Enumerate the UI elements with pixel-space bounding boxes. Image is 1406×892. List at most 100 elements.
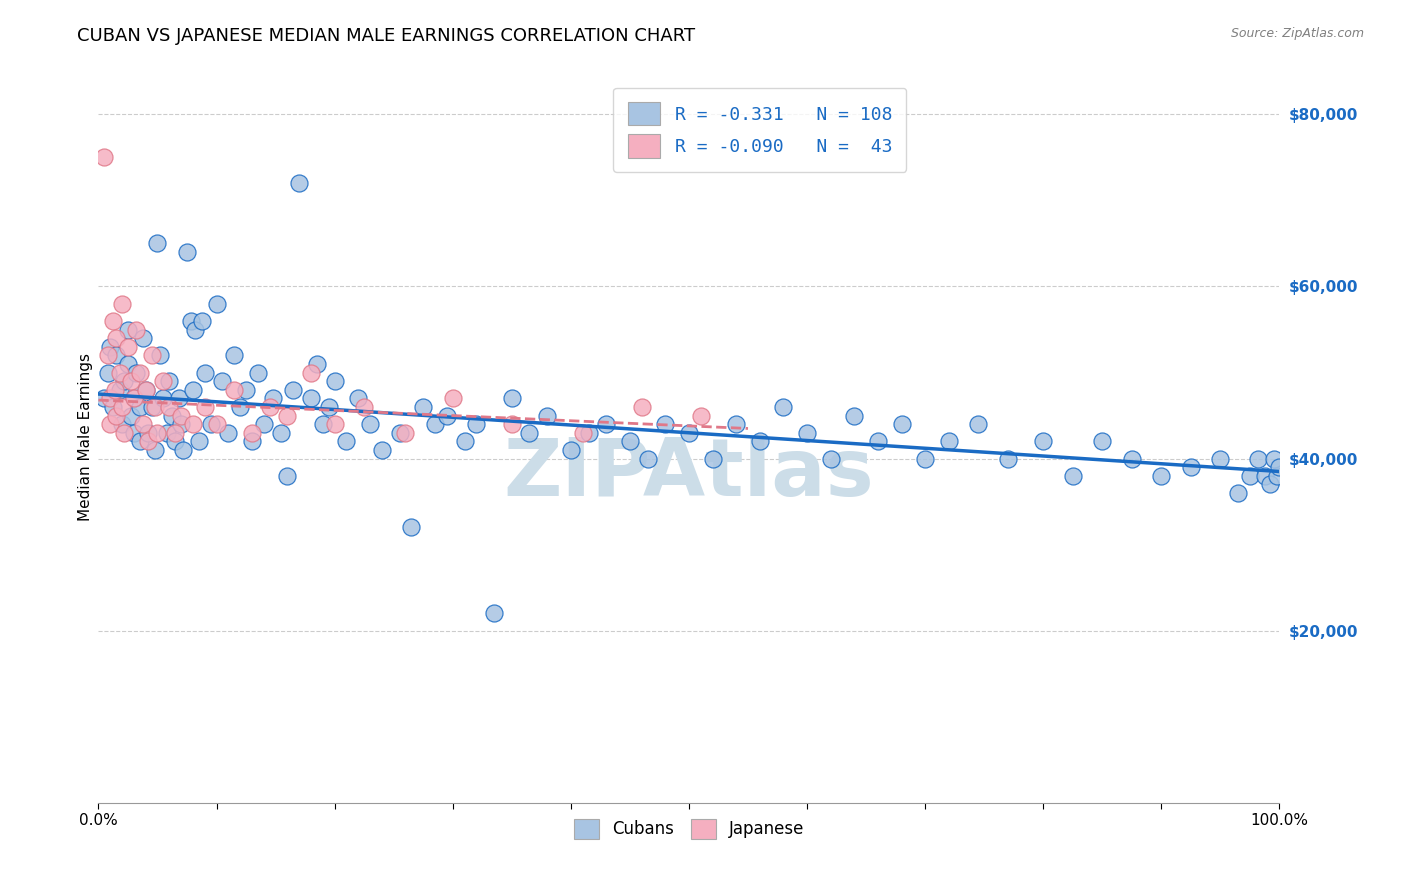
Point bbox=[111, 400, 134, 414]
Point bbox=[194, 400, 217, 414]
Point bbox=[194, 366, 217, 380]
Text: ZIPAtlas: ZIPAtlas bbox=[503, 434, 875, 513]
Point bbox=[135, 383, 157, 397]
Point bbox=[1263, 451, 1285, 466]
Point bbox=[482, 607, 505, 621]
Point bbox=[246, 366, 269, 380]
Point bbox=[465, 417, 488, 432]
Point bbox=[205, 417, 228, 432]
Point bbox=[122, 392, 145, 406]
Point bbox=[1268, 460, 1291, 475]
Point bbox=[436, 409, 458, 423]
Point bbox=[347, 392, 370, 406]
Point bbox=[117, 340, 139, 354]
Point bbox=[135, 383, 157, 397]
Point bbox=[394, 425, 416, 440]
Point bbox=[388, 425, 411, 440]
Point bbox=[128, 400, 150, 414]
Point bbox=[93, 150, 115, 164]
Point bbox=[105, 331, 128, 345]
Point bbox=[184, 322, 207, 336]
Point bbox=[170, 409, 193, 423]
Point bbox=[125, 322, 148, 336]
Point bbox=[167, 392, 190, 406]
Point bbox=[172, 442, 194, 457]
Point bbox=[560, 442, 582, 457]
Point bbox=[229, 400, 252, 414]
Point bbox=[997, 451, 1019, 466]
Point bbox=[1265, 468, 1288, 483]
Point bbox=[1180, 460, 1202, 475]
Point bbox=[1150, 468, 1173, 483]
Point bbox=[299, 392, 322, 406]
Point bbox=[98, 392, 121, 406]
Point bbox=[176, 245, 198, 260]
Point bbox=[157, 374, 180, 388]
Point bbox=[519, 425, 541, 440]
Point bbox=[689, 409, 711, 423]
Point bbox=[359, 417, 381, 432]
Point bbox=[1209, 451, 1232, 466]
Point bbox=[1091, 434, 1114, 449]
Point bbox=[276, 468, 298, 483]
Point bbox=[128, 366, 150, 380]
Point bbox=[217, 425, 239, 440]
Point bbox=[1239, 468, 1261, 483]
Point bbox=[323, 374, 346, 388]
Text: CUBAN VS JAPANESE MEDIAN MALE EARNINGS CORRELATION CHART: CUBAN VS JAPANESE MEDIAN MALE EARNINGS C… bbox=[77, 27, 696, 45]
Point bbox=[143, 442, 166, 457]
Point bbox=[412, 400, 434, 414]
Point bbox=[101, 314, 124, 328]
Point bbox=[323, 417, 346, 432]
Point bbox=[262, 392, 284, 406]
Point bbox=[748, 434, 770, 449]
Point bbox=[205, 296, 228, 310]
Point bbox=[890, 417, 912, 432]
Point bbox=[165, 434, 187, 449]
Point bbox=[1247, 451, 1270, 466]
Point bbox=[98, 417, 121, 432]
Point bbox=[121, 374, 143, 388]
Point bbox=[501, 417, 523, 432]
Point bbox=[211, 374, 233, 388]
Point bbox=[141, 400, 163, 414]
Point bbox=[312, 417, 335, 432]
Point bbox=[143, 400, 166, 414]
Point bbox=[181, 383, 204, 397]
Y-axis label: Median Male Earnings: Median Male Earnings bbox=[77, 353, 93, 521]
Point bbox=[98, 340, 121, 354]
Point bbox=[111, 296, 134, 310]
Point bbox=[270, 425, 292, 440]
Point bbox=[772, 400, 794, 414]
Point bbox=[1121, 451, 1143, 466]
Point bbox=[619, 434, 641, 449]
Point bbox=[654, 417, 676, 432]
Point bbox=[371, 442, 394, 457]
Point bbox=[121, 409, 143, 423]
Point bbox=[1032, 434, 1054, 449]
Point bbox=[132, 331, 155, 345]
Point bbox=[453, 434, 475, 449]
Point bbox=[630, 400, 652, 414]
Point bbox=[501, 392, 523, 406]
Point bbox=[678, 425, 700, 440]
Point bbox=[844, 409, 866, 423]
Point bbox=[149, 348, 172, 362]
Point bbox=[967, 417, 990, 432]
Point bbox=[170, 417, 193, 432]
Point bbox=[235, 383, 257, 397]
Text: Source: ZipAtlas.com: Source: ZipAtlas.com bbox=[1230, 27, 1364, 40]
Point bbox=[401, 520, 423, 534]
Point bbox=[578, 425, 600, 440]
Point bbox=[571, 425, 593, 440]
Point bbox=[240, 434, 263, 449]
Point bbox=[276, 409, 298, 423]
Point bbox=[122, 425, 145, 440]
Point bbox=[108, 383, 131, 397]
Point bbox=[122, 392, 145, 406]
Point bbox=[702, 451, 724, 466]
Point bbox=[595, 417, 617, 432]
Point bbox=[866, 434, 889, 449]
Point bbox=[914, 451, 936, 466]
Point bbox=[240, 425, 263, 440]
